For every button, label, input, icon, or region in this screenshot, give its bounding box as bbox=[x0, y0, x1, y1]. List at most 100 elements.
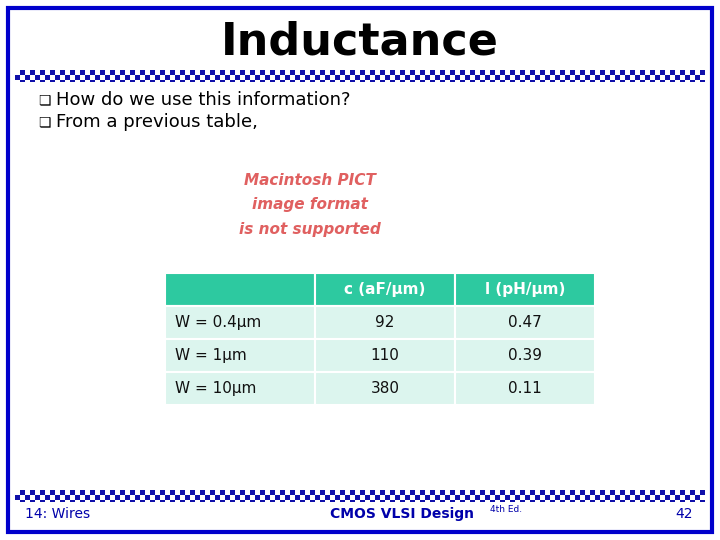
Bar bbox=[405, 80, 410, 82]
Text: ❏: ❏ bbox=[38, 93, 50, 107]
Bar bbox=[665, 80, 670, 82]
Bar bbox=[220, 75, 225, 80]
Bar bbox=[565, 500, 570, 502]
Bar bbox=[25, 80, 30, 82]
Bar bbox=[465, 490, 470, 495]
Bar bbox=[35, 490, 40, 495]
Bar bbox=[300, 75, 305, 80]
Bar bbox=[15, 490, 705, 502]
Bar bbox=[115, 500, 120, 502]
Bar bbox=[35, 80, 40, 82]
Bar bbox=[350, 495, 355, 500]
Bar bbox=[205, 500, 210, 502]
Bar bbox=[285, 490, 290, 495]
Bar bbox=[30, 75, 35, 80]
Bar bbox=[440, 495, 445, 500]
Bar bbox=[340, 75, 345, 80]
Bar bbox=[80, 75, 85, 80]
Bar bbox=[295, 70, 300, 75]
Bar bbox=[65, 80, 70, 82]
Bar bbox=[665, 70, 670, 75]
Bar bbox=[115, 80, 120, 82]
Bar bbox=[85, 500, 90, 502]
Bar bbox=[250, 75, 255, 80]
Bar bbox=[445, 500, 450, 502]
Bar bbox=[345, 70, 350, 75]
Bar bbox=[315, 306, 455, 339]
Bar bbox=[645, 80, 650, 82]
Text: 92: 92 bbox=[375, 315, 395, 330]
Bar bbox=[235, 70, 240, 75]
Bar bbox=[650, 75, 655, 80]
Bar bbox=[575, 80, 580, 82]
Bar bbox=[260, 75, 265, 80]
Bar bbox=[225, 500, 230, 502]
Text: W = 10μm: W = 10μm bbox=[175, 381, 256, 396]
Bar bbox=[15, 490, 20, 495]
Bar bbox=[175, 500, 180, 502]
Bar bbox=[265, 70, 270, 75]
Bar bbox=[685, 500, 690, 502]
Bar bbox=[675, 80, 680, 82]
Bar bbox=[275, 500, 280, 502]
Bar bbox=[365, 70, 370, 75]
Bar bbox=[195, 80, 200, 82]
Bar bbox=[435, 70, 440, 75]
Text: CMOS VLSI Design: CMOS VLSI Design bbox=[330, 507, 474, 521]
Bar bbox=[145, 490, 150, 495]
Bar bbox=[545, 500, 550, 502]
Bar bbox=[20, 75, 25, 80]
Bar bbox=[220, 495, 225, 500]
Bar bbox=[225, 80, 230, 82]
Bar bbox=[15, 70, 20, 75]
Bar bbox=[425, 490, 430, 495]
Bar bbox=[135, 490, 140, 495]
Bar bbox=[505, 80, 510, 82]
Bar bbox=[600, 495, 605, 500]
Bar bbox=[140, 495, 145, 500]
Bar bbox=[660, 75, 665, 80]
Bar bbox=[275, 70, 280, 75]
Bar bbox=[380, 495, 385, 500]
Bar bbox=[290, 75, 295, 80]
Bar bbox=[255, 80, 260, 82]
Bar bbox=[75, 70, 80, 75]
Bar bbox=[540, 75, 545, 80]
Bar bbox=[535, 490, 540, 495]
Bar bbox=[690, 75, 695, 80]
Bar bbox=[475, 500, 480, 502]
Bar bbox=[545, 80, 550, 82]
Bar bbox=[315, 490, 320, 495]
Bar bbox=[305, 70, 310, 75]
Bar bbox=[75, 490, 80, 495]
Bar bbox=[475, 490, 480, 495]
Bar bbox=[335, 500, 340, 502]
Bar bbox=[430, 75, 435, 80]
Bar bbox=[395, 70, 400, 75]
Bar bbox=[95, 500, 100, 502]
Bar bbox=[565, 70, 570, 75]
Bar bbox=[530, 495, 535, 500]
Bar bbox=[615, 490, 620, 495]
Bar bbox=[300, 495, 305, 500]
Bar bbox=[595, 70, 600, 75]
Bar bbox=[485, 500, 490, 502]
Bar bbox=[605, 500, 610, 502]
Bar bbox=[455, 339, 595, 372]
Bar bbox=[235, 80, 240, 82]
Bar bbox=[100, 75, 105, 80]
Bar bbox=[40, 495, 45, 500]
Bar bbox=[270, 495, 275, 500]
Bar bbox=[230, 495, 235, 500]
Text: 0.39: 0.39 bbox=[508, 348, 542, 363]
Bar bbox=[500, 75, 505, 80]
Bar bbox=[95, 80, 100, 82]
Bar bbox=[175, 80, 180, 82]
Bar bbox=[320, 75, 325, 80]
Bar bbox=[695, 500, 700, 502]
Bar bbox=[315, 372, 455, 405]
Bar bbox=[170, 495, 175, 500]
Bar bbox=[295, 80, 300, 82]
Bar bbox=[505, 70, 510, 75]
Bar bbox=[655, 500, 660, 502]
